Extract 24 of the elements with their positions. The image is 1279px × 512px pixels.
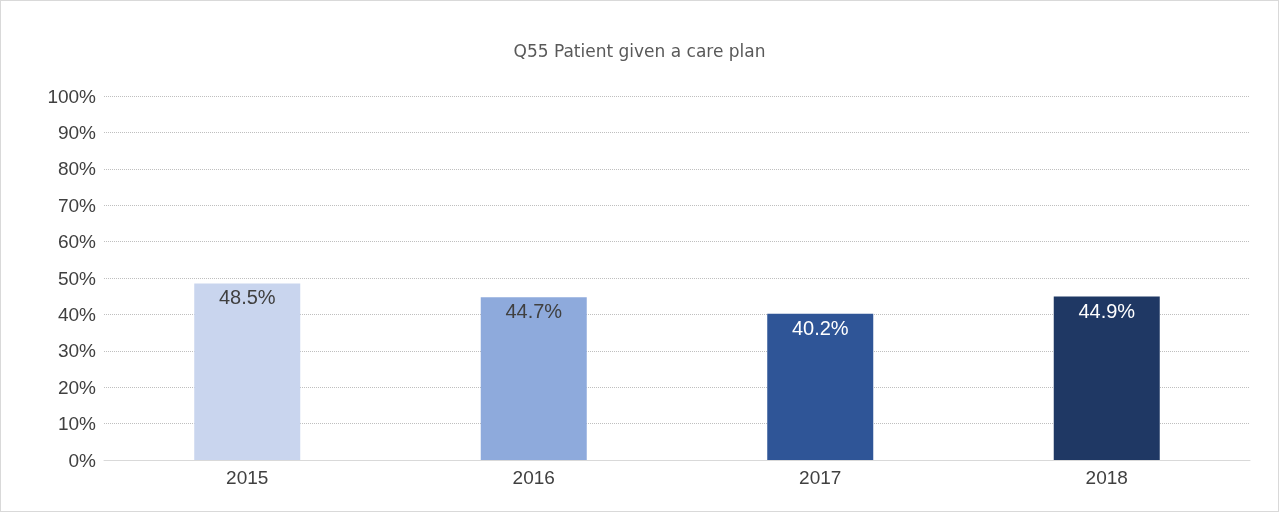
bar <box>480 297 587 460</box>
y-tick-label: 90% <box>57 121 97 143</box>
y-tick-label: 80% <box>57 158 97 180</box>
bar <box>1053 296 1160 460</box>
data-label: 40.2% <box>791 316 849 339</box>
y-tick-label: 30% <box>57 340 97 362</box>
bar <box>194 283 301 460</box>
data-label: 44.7% <box>505 300 563 323</box>
y-tick-label: 100% <box>47 85 97 107</box>
y-tick-label: 10% <box>57 413 97 435</box>
y-tick-label: 20% <box>57 376 97 398</box>
x-tick-label: 2017 <box>799 467 842 488</box>
x-tick-label: 2018 <box>1085 467 1128 488</box>
bar <box>767 313 874 460</box>
y-tick-label: 70% <box>57 194 97 216</box>
chart-title: Q55 Patient given a care plan <box>513 40 766 61</box>
x-tick-label: 2015 <box>226 467 269 488</box>
y-tick-label: 40% <box>57 303 97 325</box>
x-tick-label: 2016 <box>512 467 555 488</box>
y-tick-label: 60% <box>57 231 97 253</box>
y-tick-label: 0% <box>68 449 97 471</box>
y-tick-label: 50% <box>57 267 97 289</box>
data-label: 44.9% <box>1078 299 1136 322</box>
data-label: 48.5% <box>218 286 276 309</box>
